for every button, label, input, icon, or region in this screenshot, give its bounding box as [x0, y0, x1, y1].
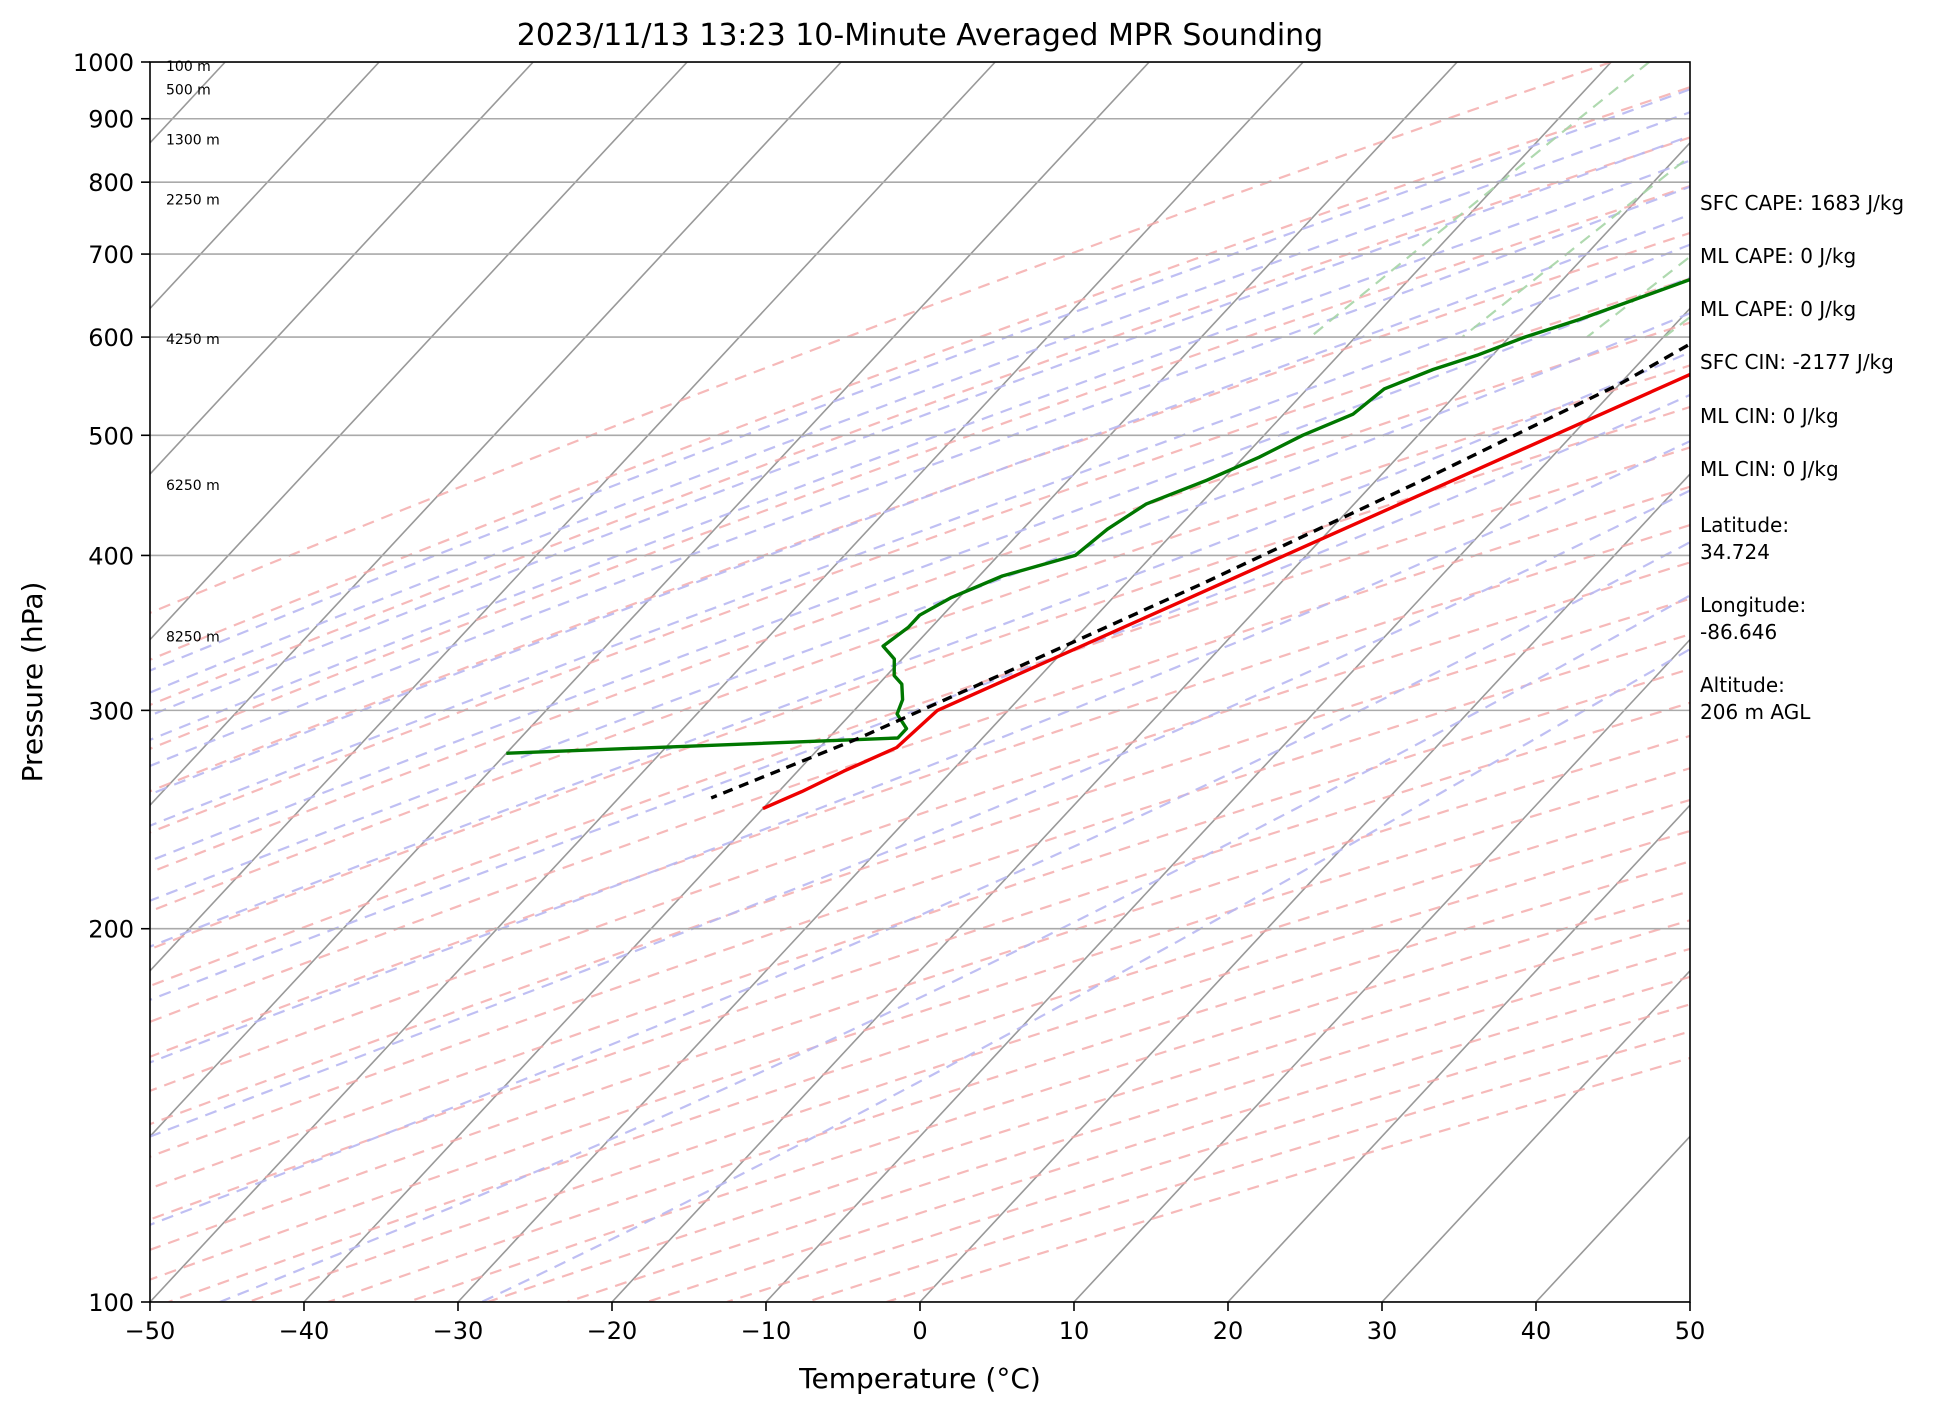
y-tick-label-6: 400 — [88, 542, 134, 570]
height-label-5: 500 m — [166, 83, 211, 99]
x-tick-label-3: −20 — [587, 1317, 638, 1345]
chart-title: 2023/11/13 13:23 10-Minute Averaged MPR … — [517, 18, 1323, 53]
dry-adiabat-line-21 — [327, 860, 1690, 1302]
dry-adiabat-line-4 — [150, 231, 1690, 793]
info-line-6: Latitude: — [1700, 513, 1789, 537]
info-line-10: Altitude: — [1700, 673, 1785, 697]
isotherm-line-6 — [150, 62, 842, 807]
moist-adiabat-line-12 — [150, 489, 1690, 1138]
x-tick-label-5: 0 — [912, 1317, 927, 1345]
dry-adiabat-line-18 — [150, 767, 1690, 1281]
dry-adiabat-line-1 — [150, 86, 1690, 661]
dry-adiabat-line-2 — [150, 136, 1690, 707]
y-tick-label-5: 500 — [88, 422, 134, 450]
isotherm-line-12 — [611, 141, 1690, 1302]
isotherm-line-17 — [1381, 969, 1690, 1302]
isotherm-line-4 — [150, 62, 534, 476]
moist-adiabat-line-6 — [150, 243, 1690, 827]
dry-adiabat-line-13 — [150, 597, 1690, 1126]
info-line-2: ML CAPE: 0 J/kg — [1700, 297, 1856, 321]
moist-adiabat-line-2 — [150, 134, 1690, 717]
x-tick-label-0: −50 — [125, 1317, 176, 1345]
isotherm-line-15 — [1073, 638, 1690, 1302]
info-line-7: 34.724 — [1700, 540, 1770, 564]
info-line-9: -86.646 — [1700, 620, 1777, 644]
info-line-4: ML CIN: 0 J/kg — [1700, 404, 1839, 428]
x-tick-label-4: −10 — [741, 1317, 792, 1345]
dry-adiabat-line-17 — [150, 734, 1690, 1252]
isotherm-line-8 — [150, 62, 1150, 1138]
dry-adiabat-line-0 — [150, 62, 1612, 615]
series-line-0 — [762, 372, 1690, 811]
info-line-8: Longitude: — [1700, 593, 1806, 617]
y-tick-label-8: 200 — [88, 916, 134, 944]
x-axis-label: Temperature (°C) — [798, 1362, 1041, 1395]
isotherm-line-9 — [150, 62, 1304, 1302]
info-line-11: 206 m AGL — [1700, 700, 1811, 724]
dry-adiabat-line-8 — [150, 405, 1690, 951]
dry-adiabat-line-7 — [150, 364, 1690, 913]
dry-adiabat-line-3 — [150, 184, 1690, 750]
dry-adiabat-line-23 — [487, 919, 1690, 1302]
moist-adiabat-line-0 — [150, 88, 1690, 672]
dry-adiabat-line-5 — [150, 277, 1690, 834]
moist-adiabat-line-1 — [150, 111, 1690, 694]
plot-frame — [149, 61, 1691, 1303]
isotherm-line-20 — [1844, 62, 1936, 1302]
height-label-0: 8250 m — [166, 630, 220, 646]
dry-adiabat-line-11 — [150, 523, 1690, 1058]
dry-adiabat-line-14 — [150, 633, 1690, 1158]
height-label-4: 1300 m — [166, 132, 220, 148]
series-line-1 — [506, 277, 1690, 755]
height-label-2: 4250 m — [166, 332, 220, 348]
isotherm-line-13 — [765, 307, 1690, 1302]
x-tick-label-8: 30 — [1367, 1317, 1398, 1345]
dry-adiabat-line-16 — [150, 701, 1690, 1221]
dry-adiabat-line-9 — [150, 446, 1690, 988]
height-label-1: 6250 m — [166, 478, 220, 494]
dry-adiabat-line-6 — [150, 321, 1690, 874]
isotherm-line-7 — [150, 62, 996, 972]
x-tick-label-6: 10 — [1059, 1317, 1090, 1345]
info-line-0: SFC CAPE: 1683 J/kg — [1700, 191, 1904, 215]
y-tick-label-3: 700 — [88, 241, 134, 269]
moist-adiabat-line-8 — [150, 311, 1690, 902]
isotherm-line-14 — [919, 472, 1690, 1302]
dry-adiabat-line-28 — [886, 1056, 1690, 1302]
isotherm-line-5 — [150, 62, 688, 641]
dry-adiabat-line-22 — [407, 889, 1690, 1302]
y-tick-label-4: 600 — [88, 324, 134, 352]
y-tick-label-1: 900 — [88, 106, 134, 134]
moist-adiabat-line-11 — [150, 439, 1690, 1064]
dry-adiabat-line-24 — [567, 947, 1690, 1302]
y-tick-label-9: 100 — [88, 1289, 134, 1317]
x-tick-label-2: −30 — [433, 1317, 484, 1345]
y-axis-label: Pressure (hPa) — [16, 582, 49, 783]
height-label-6: 100 m — [166, 59, 211, 75]
x-tick-label-7: 20 — [1213, 1317, 1244, 1345]
isotherm-line-11 — [457, 62, 1612, 1302]
info-line-1: ML CAPE: 0 J/kg — [1700, 244, 1856, 268]
x-tick-label-1: −40 — [279, 1317, 330, 1345]
moist-adiabat-line-14 — [219, 594, 1690, 1302]
dry-adiabat-line-15 — [150, 667, 1690, 1190]
height-label-3: 2250 m — [166, 192, 220, 208]
moist-adiabat-line-10 — [150, 393, 1690, 1002]
info-line-3: SFC CIN: -2177 J/kg — [1700, 350, 1894, 374]
y-tick-label-2: 800 — [88, 169, 134, 197]
mixing-ratio-line-1 — [1461, 154, 1690, 338]
isotherm-line-3 — [150, 62, 380, 310]
mixing-ratio-line-0 — [1309, 62, 1650, 338]
y-tick-label-0: 1000 — [73, 49, 134, 77]
moist-adiabat-line-3 — [150, 159, 1690, 742]
x-tick-label-9: 40 — [1521, 1317, 1552, 1345]
x-tick-label-10: 50 — [1675, 1317, 1706, 1345]
isotherm-line-16 — [1227, 804, 1690, 1302]
dry-adiabat-line-27 — [806, 1030, 1690, 1302]
dry-adiabat-line-10 — [150, 485, 1690, 1023]
info-line-5: ML CIN: 0 J/kg — [1700, 457, 1839, 481]
moist-adiabat-line-7 — [150, 276, 1690, 863]
y-tick-label-7: 300 — [88, 697, 134, 725]
